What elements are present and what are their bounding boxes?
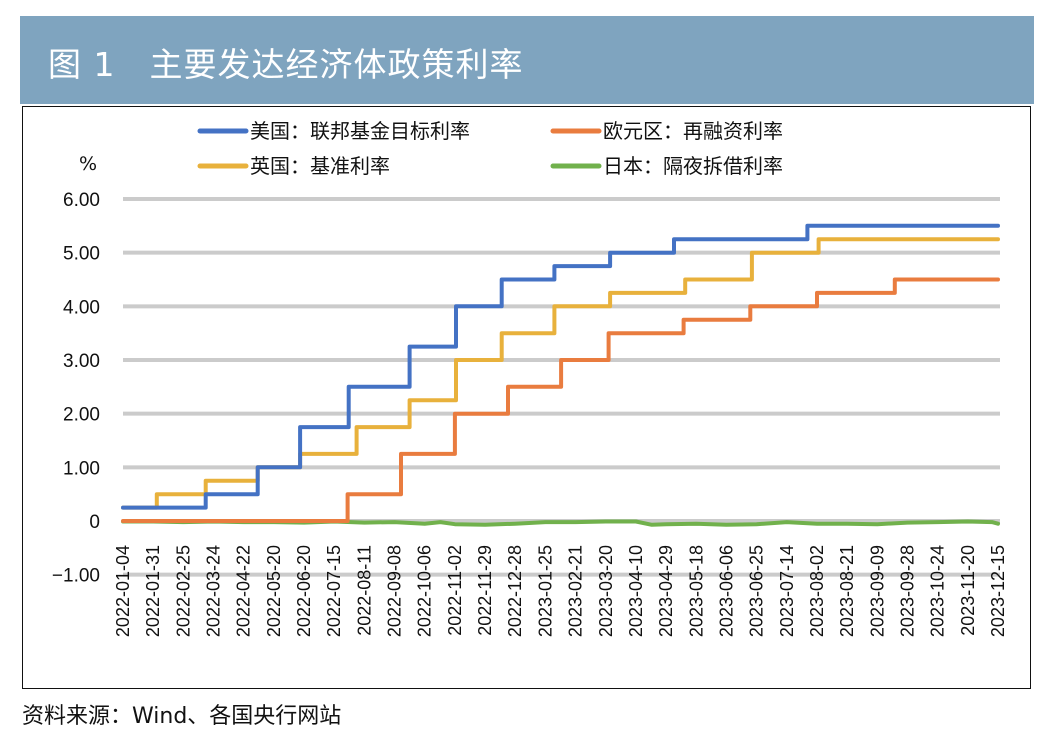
series-line-0 <box>121 223 1000 510</box>
x-tick-label: 2022-09-08 <box>385 545 405 637</box>
x-tick-label: 2023-04-29 <box>656 545 676 637</box>
legend-label: 美国：联邦基金目标利率 <box>250 119 470 143</box>
x-tick-label: 2023-01-25 <box>535 545 555 637</box>
y-axis-unit: % <box>79 153 97 175</box>
x-tick-label: 2022-05-20 <box>264 545 284 637</box>
y-tick-label: 1.00 <box>63 458 100 479</box>
x-tick-label: 2022-01-31 <box>143 545 163 637</box>
x-tick-label: 2023-11-20 <box>958 545 978 636</box>
legend-label: 英国：基准利率 <box>250 154 390 178</box>
x-tick-label: 2023-09-28 <box>897 545 917 637</box>
y-tick-label: 4.00 <box>63 297 100 318</box>
x-tick-label: 2022-04-22 <box>234 545 254 637</box>
figure-header: 图 1 主要发达经济体政策利率 <box>20 16 1034 104</box>
x-tick-label: 2023-08-21 <box>837 545 857 637</box>
chart-frame <box>22 106 1031 689</box>
x-tick-label: 2022-02-25 <box>173 545 193 637</box>
x-tick-label: 2022-12-28 <box>505 545 525 637</box>
x-tick-label: 2022-07-15 <box>324 545 344 637</box>
x-tick-label: 2023-04-10 <box>626 545 646 637</box>
x-tick-label: 2023-06-06 <box>716 545 736 637</box>
legend-label: 欧元区：再融资利率 <box>603 119 783 143</box>
x-tick-label: 2023-02-21 <box>566 545 586 637</box>
x-tick-label: 2023-08-02 <box>807 545 827 637</box>
figure-title: 图 1 主要发达经济体政策利率 <box>48 45 524 84</box>
y-tick-label: 3.00 <box>63 351 100 372</box>
y-tick-label: 0 <box>89 512 100 533</box>
x-tick-label: 2023-03-20 <box>596 545 616 637</box>
x-tick-label: 2023-06-25 <box>747 545 767 637</box>
x-tick-label: 2023-07-14 <box>777 545 797 637</box>
x-tick-label: 2022-03-24 <box>204 545 224 637</box>
x-tick-label: 2022-01-04 <box>113 545 133 637</box>
x-tick-label: 2022-10-06 <box>415 545 435 637</box>
x-tick-label: 2022-08-11 <box>354 545 374 636</box>
x-tick-label: 2023-09-09 <box>867 545 887 637</box>
series-line-2 <box>121 237 1000 510</box>
y-tick-label: −1.00 <box>52 566 100 587</box>
x-tick-label: 2023-12-15 <box>988 545 1008 637</box>
x-tick-label: 2022-11-29 <box>475 545 495 636</box>
legend-label: 日本：隔夜拆借利率 <box>603 154 783 178</box>
y-tick-label: 2.00 <box>63 405 100 426</box>
series-line-1 <box>121 277 1000 523</box>
y-tick-label: 5.00 <box>63 244 100 265</box>
source-note: 资料来源：Wind、各国央行网站 <box>22 704 342 729</box>
x-tick-label: 2023-05-18 <box>686 545 706 637</box>
x-tick-label: 2022-11-02 <box>445 545 465 636</box>
x-tick-label: 2023-10-24 <box>928 545 948 637</box>
y-tick-label: 6.00 <box>63 190 100 211</box>
x-tick-label: 2022-06-20 <box>294 545 314 637</box>
